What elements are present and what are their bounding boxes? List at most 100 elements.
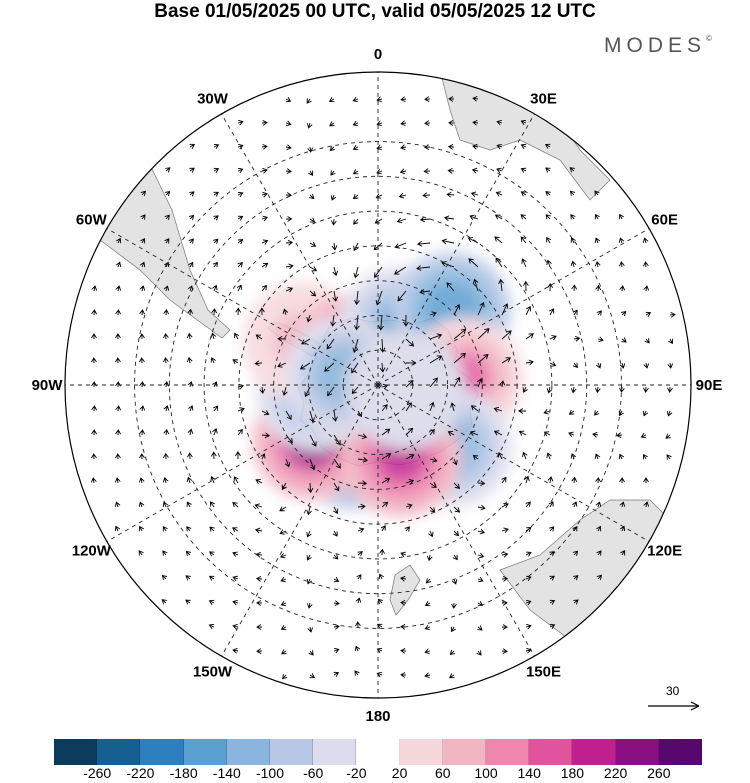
wind-arrow	[547, 282, 553, 292]
wind-arrow	[232, 501, 239, 508]
wind-arrow	[572, 525, 578, 532]
wind-arrow	[549, 526, 555, 532]
wind-arrow	[185, 575, 191, 581]
wind-arrow	[261, 191, 268, 198]
colorbar-swatch	[226, 739, 271, 765]
wind-arrow	[282, 673, 288, 680]
wind-arrow	[354, 645, 361, 652]
wind-arrow	[165, 167, 171, 173]
wind-arrow	[261, 239, 269, 245]
wind-arrow	[618, 261, 625, 268]
wind-arrow	[355, 621, 361, 628]
colorbar-swatch	[442, 739, 487, 765]
wind-arrow	[495, 191, 503, 197]
wind-arrow	[545, 214, 551, 220]
wind-arrow	[477, 328, 490, 340]
wind-arrow	[116, 237, 122, 244]
wind-arrow	[285, 120, 292, 127]
wind-arrow	[451, 578, 458, 585]
wind-arrow	[424, 120, 431, 126]
wind-arrow	[447, 144, 455, 150]
wind-arrow	[306, 554, 312, 561]
wind-arrow	[525, 599, 532, 606]
wind-arrow	[332, 290, 338, 302]
wind-arrow	[357, 551, 363, 557]
wind-arrow	[115, 333, 121, 340]
colorbar-swatch	[356, 739, 400, 765]
wind-arrow	[189, 167, 195, 173]
wind-arrow	[138, 501, 145, 508]
wind-arrow	[573, 599, 579, 605]
wind-arrow	[520, 167, 527, 173]
longitude-label: 30E	[530, 90, 557, 107]
wind-arrow	[405, 402, 412, 412]
wind-arrow	[428, 530, 434, 538]
longitude-label: 60W	[76, 212, 108, 229]
graticule	[65, 72, 691, 698]
wind-arrow	[669, 312, 676, 318]
wind-arrow	[161, 574, 168, 581]
wind-arrow	[354, 670, 360, 676]
wind-arrow	[327, 386, 335, 397]
wind-arrow	[618, 453, 625, 460]
wind-arrow	[163, 452, 169, 460]
wind-arrow	[405, 454, 415, 460]
wind-arrow	[163, 405, 170, 412]
colorbar-tick-label: -260	[83, 765, 112, 781]
wind-arrow	[643, 362, 650, 369]
wind-arrow	[643, 261, 649, 268]
wind-arrow	[139, 429, 146, 436]
wind-arrow	[237, 215, 244, 221]
wind-arrow	[496, 119, 503, 126]
wind-arrow	[353, 266, 360, 279]
wind-arrow	[256, 600, 263, 606]
wind-arrow	[594, 410, 600, 416]
wind-arrow	[422, 192, 431, 199]
wind-arrow	[301, 338, 311, 345]
wind-arrow	[115, 453, 121, 460]
anomaly-blob	[384, 368, 427, 411]
wind-arrow	[376, 144, 383, 151]
wind-arrow	[162, 525, 168, 532]
wind-arrow	[256, 648, 263, 654]
colorbar-swatch	[183, 739, 227, 765]
colorbar-tick-label: 60	[435, 765, 451, 781]
wind-arrow	[332, 530, 338, 537]
wind-arrow	[352, 193, 359, 200]
wind-arrow	[379, 362, 386, 373]
wind-arrow	[594, 386, 601, 394]
wind-arrow	[381, 477, 391, 484]
wind-arrow	[569, 167, 575, 173]
wind-arrow	[640, 432, 647, 439]
wind-arrow	[333, 434, 341, 446]
wind-arrow	[330, 194, 337, 201]
wind-arrow	[309, 241, 317, 247]
wind-arrow	[400, 648, 407, 654]
wind-arrow	[114, 477, 121, 484]
wind-arrow	[525, 305, 532, 316]
wind-arrow	[210, 451, 217, 460]
wind-arrow	[444, 215, 455, 222]
wind-arrow	[309, 266, 318, 272]
wind-arrow	[400, 672, 407, 678]
wind-arrow	[642, 410, 649, 417]
wind-arrow	[549, 599, 556, 605]
wind-arrow	[568, 409, 575, 415]
wind-arrow	[429, 401, 435, 412]
wind-arrow	[496, 143, 503, 150]
wind-arrow	[280, 576, 287, 583]
wind-arrow	[616, 432, 623, 438]
wind-arrow	[232, 575, 239, 582]
wind-arrow	[188, 238, 194, 244]
wind-arrow	[477, 576, 484, 583]
wind-arrow	[404, 526, 410, 532]
wind-arrow	[254, 503, 263, 509]
wind-arrow	[569, 190, 576, 196]
wind-arrow	[453, 530, 460, 537]
wind-arrow	[331, 242, 338, 251]
wind-arrow	[376, 96, 383, 103]
wind-arrow	[378, 314, 384, 331]
brand-mark: ©	[706, 34, 712, 43]
wind-arrow	[453, 376, 461, 388]
wind-arrow	[424, 96, 431, 102]
